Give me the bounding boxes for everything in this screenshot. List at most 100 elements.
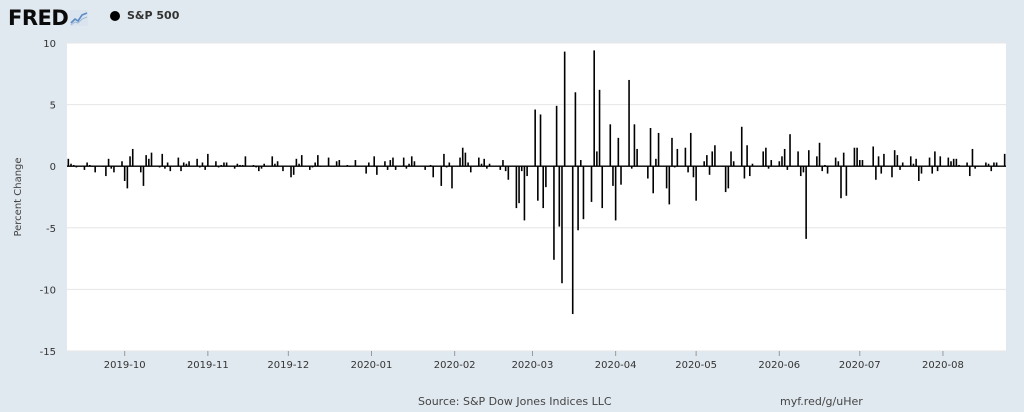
bar [689,132,692,167]
bar [582,166,585,220]
bar [816,156,818,167]
bar [765,147,767,167]
bar [706,155,708,167]
bar [480,163,483,167]
bar [936,166,939,172]
bar [732,161,735,167]
bar [558,166,561,227]
bar [939,156,942,167]
bar [853,147,856,167]
bar [893,150,896,167]
bar [826,166,829,174]
bar [520,166,523,172]
bar [620,166,622,185]
bar [630,166,633,169]
bar [424,166,426,170]
bar [215,161,217,167]
bar [526,166,528,177]
bar [987,163,990,167]
bar [389,160,392,167]
bar [145,155,147,167]
bar [920,166,923,174]
bar [223,162,225,167]
series-bars [67,50,1006,315]
y-axis-label: Percent Change [13,157,24,236]
bar [182,162,185,167]
bar [121,161,123,167]
bar [783,148,786,167]
legend-marker [110,10,120,21]
legend-label: S&P 500 [127,9,180,22]
y-tick-label: 5 [50,101,56,112]
bar [665,166,668,189]
bar [695,166,697,201]
bar [668,166,671,205]
bar [805,166,807,239]
bar [432,166,435,178]
y-axis-ticks: 10 5 0 -5 -10 -15 [40,39,56,358]
y-tick-label: 10 [43,39,56,50]
x-axis-ticks: 2019-10 2019-11 2019-12 2020-01 2020-02 2020-… [104,351,964,371]
bar [392,157,394,167]
bar [968,166,971,177]
bar [292,166,295,175]
bar [778,161,781,167]
bar [295,158,298,167]
bar [413,161,416,167]
bar [271,156,274,167]
x-tick-label: 2019-10 [104,360,146,371]
fred-logo-text: FRED [8,6,69,30]
bar [335,161,338,167]
y-tick-label: -10 [40,285,56,296]
bar [537,166,539,201]
bar [840,166,842,199]
bar [499,166,502,170]
bar [837,161,840,167]
bar [577,166,579,231]
chart-header: FRED S&P 500 [0,0,1024,36]
bar [201,162,204,167]
short-link[interactable]: myf.red/g/uHer [780,395,863,408]
x-tick-label: 2020-06 [758,360,800,371]
bar [993,162,995,167]
bar [402,157,405,167]
bar [899,166,901,170]
bar [748,166,751,177]
bar [614,166,617,221]
bar [534,109,536,167]
bar [225,162,228,167]
bar [955,158,958,167]
bar [797,151,799,167]
bar [478,157,480,167]
bar [553,166,555,260]
bar [727,166,730,189]
bar [834,157,837,167]
bar [856,147,858,167]
bar [740,126,743,167]
bar [523,166,526,221]
bar [376,166,378,175]
bar [507,166,510,180]
bar [196,158,198,167]
bar [368,162,370,167]
bar [555,105,558,167]
x-tick-label: 2019-11 [187,360,229,371]
bar [657,132,660,167]
bar [966,162,968,167]
bar [504,166,507,172]
bar [545,166,547,188]
bar [166,162,169,167]
bar [539,114,542,167]
bar [724,166,727,193]
bar [83,166,86,170]
bar [880,166,883,174]
bar [139,166,142,173]
bar [244,156,247,167]
bar [891,166,893,178]
bar [70,163,72,167]
bar [799,166,802,177]
bar [410,156,413,167]
bar [655,158,657,167]
fred-logo[interactable]: FRED [8,6,89,30]
bar [990,166,993,172]
